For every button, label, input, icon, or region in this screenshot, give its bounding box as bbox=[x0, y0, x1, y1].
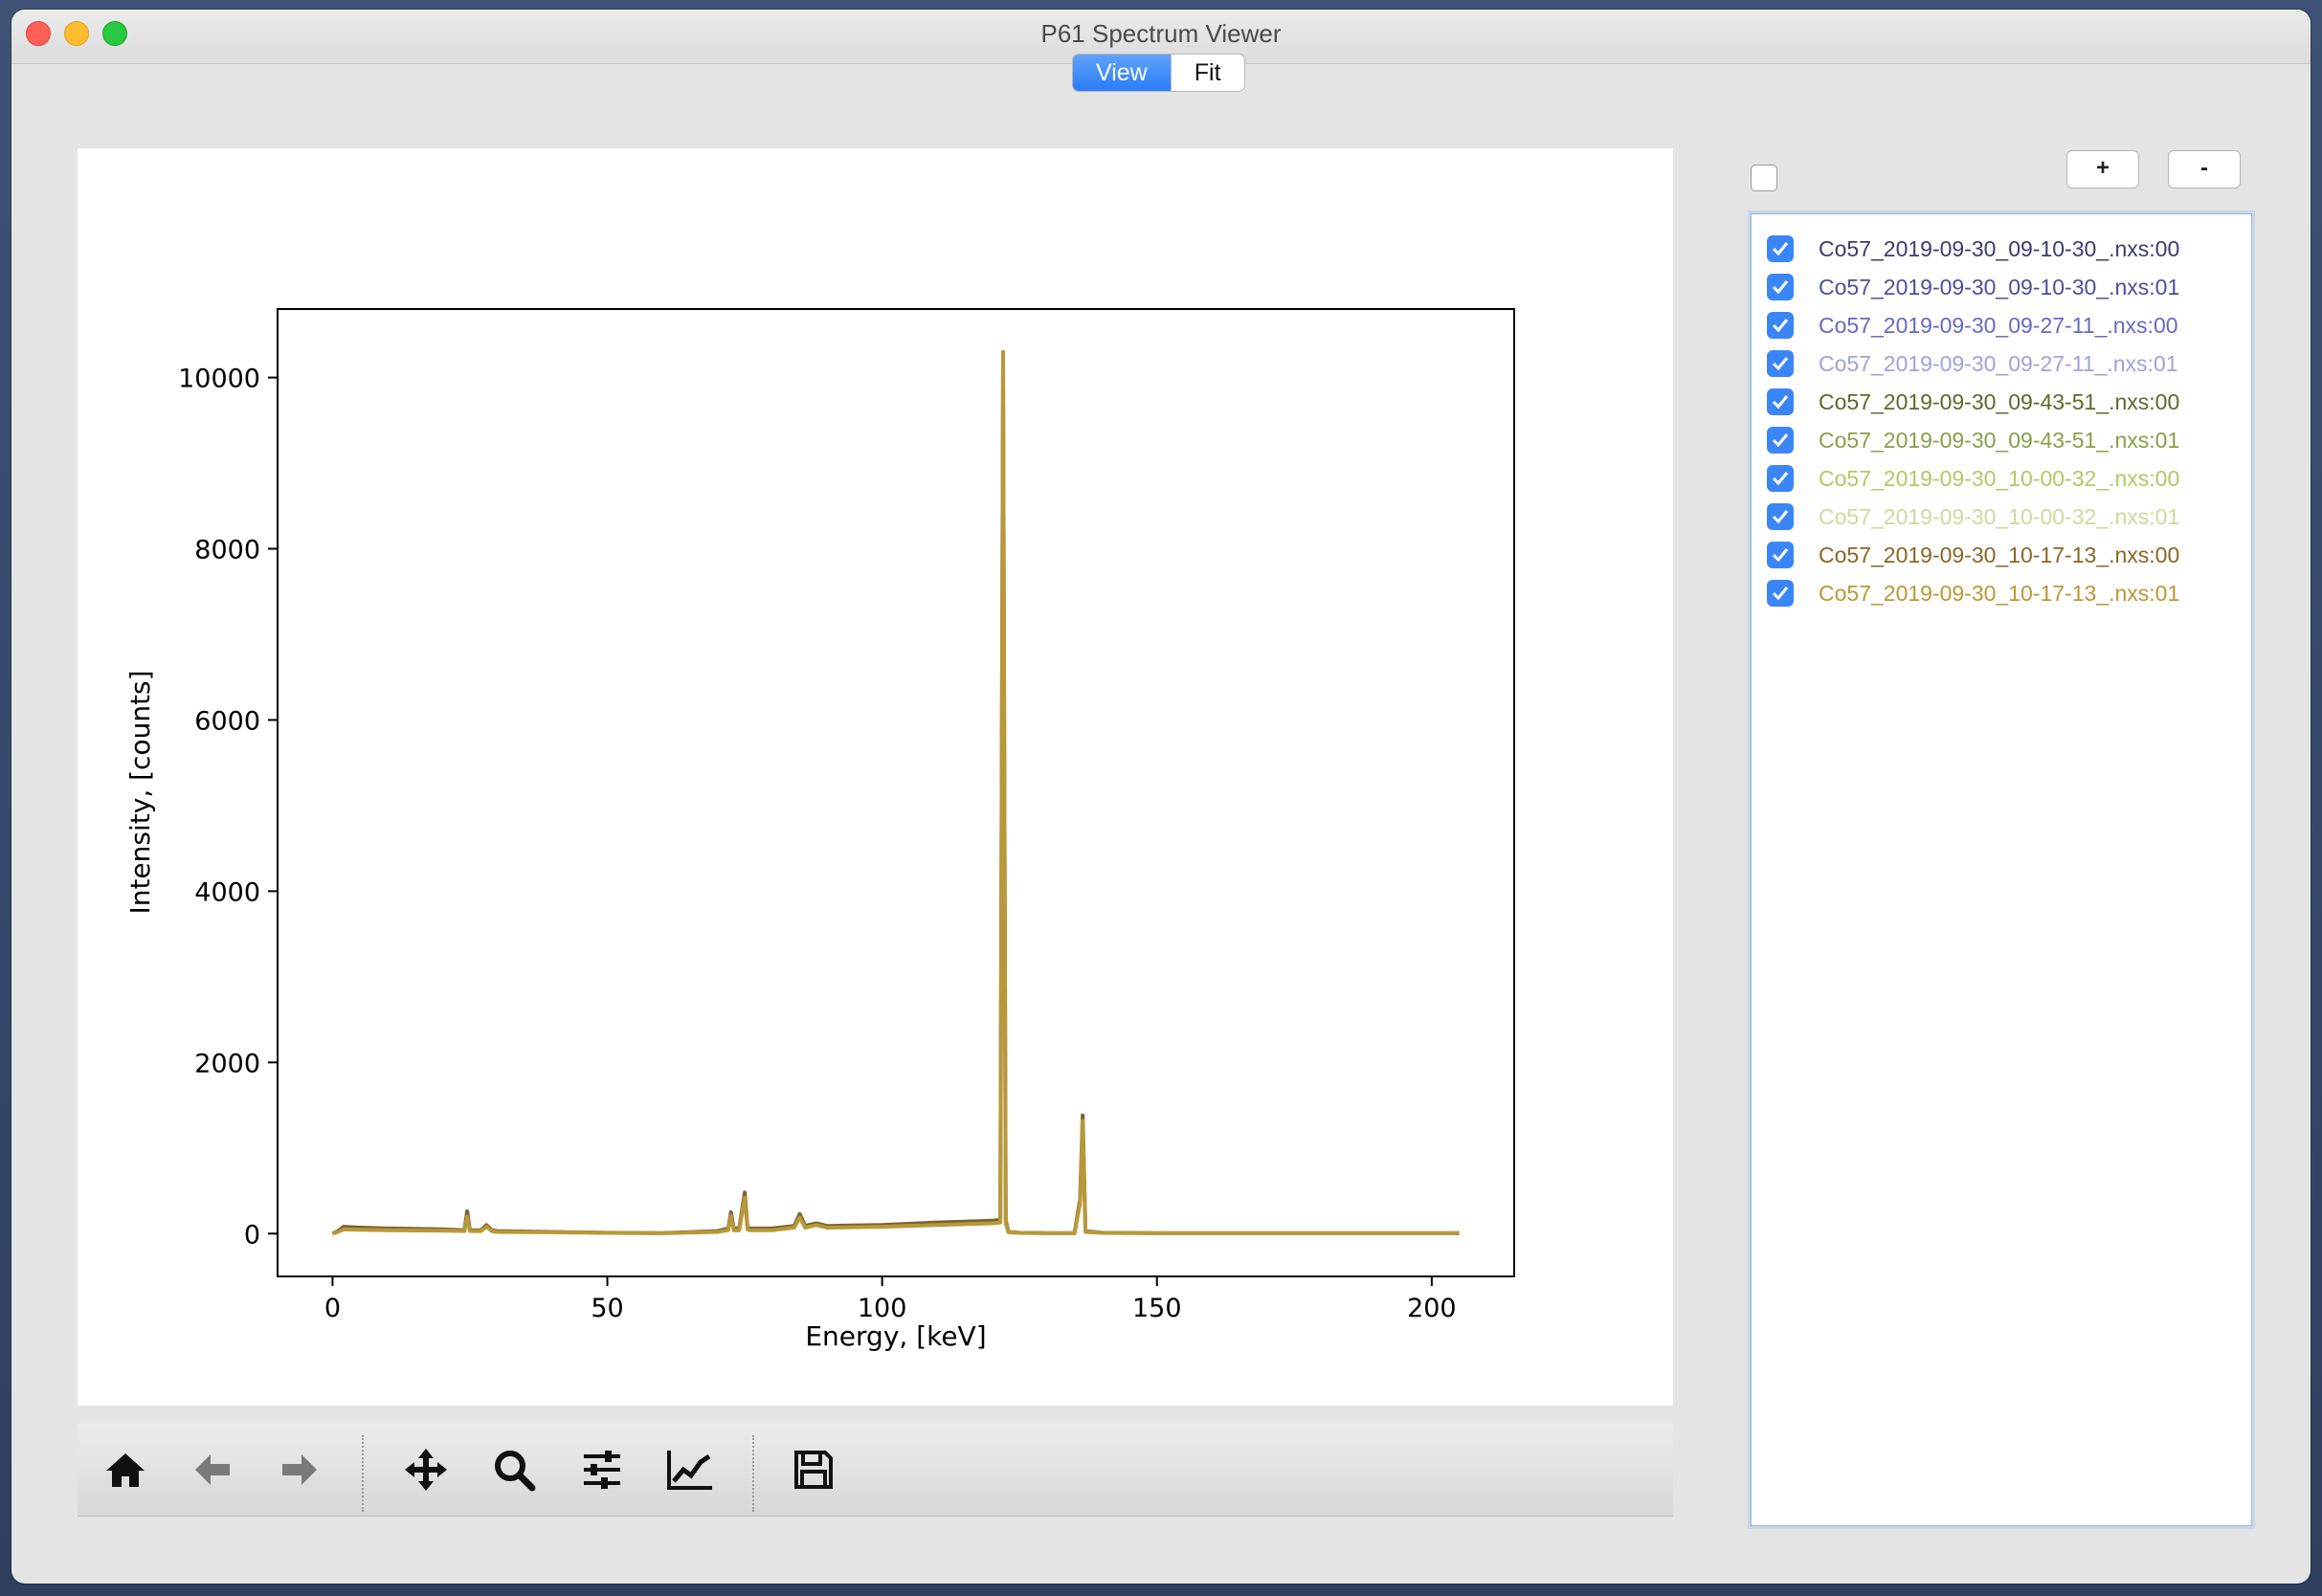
file-list[interactable]: Co57_2019-09-30_09-10-30_.nxs:00 Co57_201… bbox=[1751, 213, 2252, 1526]
select-all-checkbox[interactable] bbox=[1751, 165, 1777, 191]
pan-icon[interactable] bbox=[399, 1443, 453, 1496]
file-label: Co57_2019-09-30_09-10-30_.nxs:01 bbox=[1819, 274, 2180, 299]
y-tick-label: 10000 bbox=[178, 365, 260, 394]
y-tick-label: 0 bbox=[244, 1220, 260, 1250]
file-list-item[interactable]: Co57_2019-09-30_10-00-32_.nxs:00 bbox=[1767, 459, 2179, 498]
file-list-item[interactable]: Co57_2019-09-30_10-00-32_.nxs:01 bbox=[1767, 498, 2179, 536]
file-list-item[interactable]: Co57_2019-09-30_10-17-13_.nxs:01 bbox=[1767, 574, 2179, 612]
file-checkbox[interactable] bbox=[1767, 350, 1794, 377]
plot-axes-frame bbox=[277, 308, 1515, 1277]
file-label: Co57_2019-09-30_10-17-13_.nxs:00 bbox=[1819, 542, 2180, 567]
plot-canvas[interactable]: 0 50 100 150 200 0 2000 4000 6000 8000 10000 Ener… bbox=[78, 148, 1673, 1406]
remove-file-button[interactable]: - bbox=[2168, 150, 2241, 188]
file-checkbox[interactable] bbox=[1767, 235, 1794, 262]
save-icon[interactable] bbox=[787, 1443, 840, 1496]
toolbar-separator bbox=[752, 1435, 754, 1512]
x-tick-label: 100 bbox=[858, 1294, 907, 1323]
y-tick-label: 2000 bbox=[194, 1049, 260, 1078]
file-checkbox[interactable] bbox=[1767, 580, 1794, 607]
spectrum-series-line bbox=[331, 349, 1460, 1236]
file-list-item[interactable]: Co57_2019-09-30_09-43-51_.nxs:00 bbox=[1767, 383, 2179, 421]
file-list-item[interactable]: Co57_2019-09-30_10-17-13_.nxs:00 bbox=[1767, 536, 2179, 574]
file-list-item[interactable]: Co57_2019-09-30_09-10-30_.nxs:01 bbox=[1767, 268, 2179, 306]
y-tick-label: 4000 bbox=[194, 877, 260, 907]
y-tick-label: 6000 bbox=[194, 706, 260, 736]
file-label: Co57_2019-09-30_10-00-32_.nxs:00 bbox=[1819, 465, 2180, 491]
file-list-item[interactable]: Co57_2019-09-30_09-10-30_.nxs:00 bbox=[1767, 230, 2179, 268]
file-label: Co57_2019-09-30_10-00-32_.nxs:01 bbox=[1819, 503, 2180, 529]
file-checkbox[interactable] bbox=[1767, 542, 1794, 568]
axes-edit-icon[interactable] bbox=[663, 1443, 717, 1496]
x-axis-label: Energy, [keV] bbox=[805, 1320, 986, 1352]
file-checkbox[interactable] bbox=[1767, 427, 1794, 454]
x-tick-label: 200 bbox=[1407, 1294, 1457, 1323]
file-checkbox[interactable] bbox=[1767, 503, 1794, 530]
file-list-item[interactable]: Co57_2019-09-30_09-27-11_.nxs:01 bbox=[1767, 344, 2178, 383]
x-tick-label: 0 bbox=[324, 1294, 341, 1323]
x-tick-label: 150 bbox=[1132, 1294, 1182, 1323]
file-label: Co57_2019-09-30_09-10-30_.nxs:00 bbox=[1819, 235, 2180, 261]
file-checkbox[interactable] bbox=[1767, 274, 1794, 300]
spectrum-series-line bbox=[331, 358, 1460, 1236]
back-arrow-icon[interactable] bbox=[186, 1443, 239, 1496]
tab-fit[interactable]: Fit bbox=[1170, 55, 1244, 91]
subplots-config-icon[interactable] bbox=[575, 1443, 629, 1496]
file-label: Co57_2019-09-30_09-27-11_.nxs:00 bbox=[1819, 312, 2178, 338]
tab-view[interactable]: View bbox=[1073, 55, 1171, 91]
file-list-item[interactable]: Co57_2019-09-30_09-43-51_.nxs:01 bbox=[1767, 421, 2179, 459]
plot-navigation-toolbar bbox=[78, 1424, 1673, 1517]
close-window-button[interactable] bbox=[26, 21, 51, 46]
tab-bar: View Fit bbox=[1072, 54, 1245, 92]
forward-arrow-icon[interactable] bbox=[273, 1443, 326, 1496]
file-label: Co57_2019-09-30_09-27-11_.nxs:01 bbox=[1819, 350, 2178, 376]
toolbar-separator bbox=[362, 1435, 364, 1512]
file-list-item[interactable]: Co57_2019-09-30_09-27-11_.nxs:00 bbox=[1767, 306, 2178, 344]
file-label: Co57_2019-09-30_09-43-51_.nxs:00 bbox=[1819, 388, 2180, 414]
y-axis-label: Intensity, [counts] bbox=[124, 670, 156, 914]
file-label: Co57_2019-09-30_09-43-51_.nxs:01 bbox=[1819, 427, 2180, 453]
spectrum-chart[interactable]: 0 50 100 150 200 0 2000 4000 6000 8000 10000 Ener… bbox=[78, 148, 1673, 1406]
app-window: P61 Spectrum Viewer View Fit 0 50 100 150 20… bbox=[11, 10, 2311, 1584]
home-icon[interactable] bbox=[99, 1443, 152, 1496]
file-checkbox[interactable] bbox=[1767, 388, 1794, 415]
file-checkbox[interactable] bbox=[1767, 465, 1794, 492]
x-tick-label: 50 bbox=[591, 1294, 623, 1323]
add-file-button[interactable]: + bbox=[2066, 150, 2139, 188]
file-label: Co57_2019-09-30_10-17-13_.nxs:01 bbox=[1819, 580, 2180, 606]
maximize-window-button[interactable] bbox=[102, 21, 127, 46]
y-tick-label: 8000 bbox=[194, 536, 260, 565]
window-title: P61 Spectrum Viewer bbox=[1040, 19, 1282, 48]
file-checkbox[interactable] bbox=[1767, 312, 1794, 339]
zoom-icon[interactable] bbox=[487, 1443, 541, 1496]
minimize-window-button[interactable] bbox=[64, 21, 89, 46]
